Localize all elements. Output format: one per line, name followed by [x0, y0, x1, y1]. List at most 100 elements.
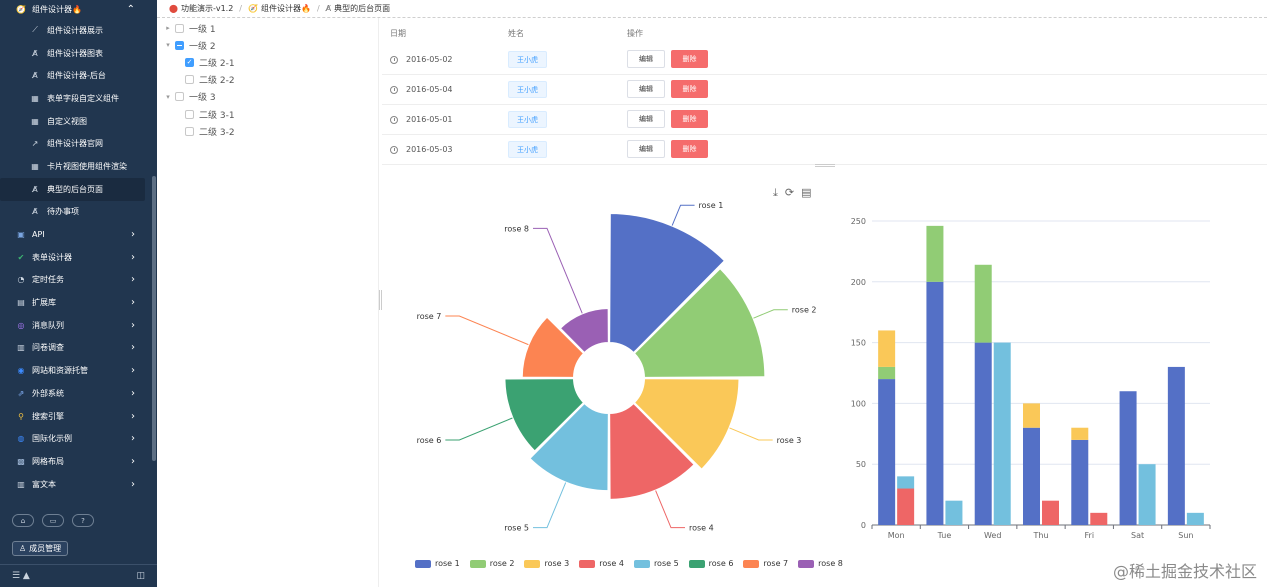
- pie-slice[interactable]: [558, 307, 610, 355]
- member-management-button[interactable]: ♙ 成员管理: [12, 541, 69, 556]
- sidebar-subitem[interactable]: ↗ 组件设计器官网: [0, 132, 157, 155]
- home-icon[interactable]: ⌂: [12, 514, 34, 527]
- tree-checkbox[interactable]: [175, 92, 184, 102]
- tree-node[interactable]: 二级 2-2: [185, 72, 235, 88]
- refresh-icon[interactable]: ⟳: [784, 186, 795, 199]
- sidebar-subitem[interactable]: A̸ 组件设计器-后台: [0, 64, 157, 87]
- sidebar-subitem[interactable]: ▦ 自定义视图: [0, 110, 157, 133]
- tree-checkbox[interactable]: [175, 40, 184, 50]
- edit-button[interactable]: 编辑: [627, 140, 665, 158]
- help-icon[interactable]: ?: [72, 514, 94, 527]
- legend-item[interactable]: rose 6: [688, 559, 733, 568]
- tree-checkbox[interactable]: [175, 23, 184, 33]
- sidebar-scrollbar[interactable]: [152, 176, 156, 461]
- sidebar-group[interactable]: ▣ API ›: [0, 223, 157, 246]
- tree-checkbox[interactable]: [185, 75, 194, 85]
- breadcrumb-item-designer[interactable]: 组件设计器🔥: [260, 4, 311, 13]
- legend-item[interactable]: rose 2: [469, 559, 514, 568]
- menu-icon[interactable]: ☰ ▲: [12, 571, 30, 581]
- collapse-icon[interactable]: ◫: [136, 571, 145, 581]
- sidebar-subitem[interactable]: ▦ 表单字段自定义组件: [0, 87, 157, 110]
- tree-node[interactable]: ▸ 一级 1: [163, 20, 216, 36]
- bar-segment[interactable]: [1138, 464, 1156, 525]
- legend-item[interactable]: rose 5: [633, 559, 679, 568]
- legend-item[interactable]: rose 1: [415, 559, 460, 568]
- sidebar-group[interactable]: ✔ 表单设计器 ›: [0, 246, 157, 269]
- bar-segment[interactable]: [1071, 439, 1089, 525]
- delete-button[interactable]: 删除: [671, 80, 708, 98]
- bar-segment[interactable]: [1023, 427, 1040, 525]
- sidebar-subitem[interactable]: A̸ 典型的后台页面: [0, 177, 145, 201]
- tree-node[interactable]: ▾ 一级 2: [163, 37, 216, 53]
- tree-checkbox[interactable]: [185, 126, 194, 136]
- bar-segment[interactable]: [1071, 427, 1089, 440]
- pie-slice[interactable]: [632, 266, 767, 379]
- bar-segment[interactable]: [1090, 512, 1108, 525]
- tree-checkbox[interactable]: [185, 109, 194, 119]
- sidebar-group[interactable]: ◍ 国际化示例 ›: [0, 427, 157, 450]
- bar-segment[interactable]: [1023, 403, 1040, 428]
- caret-down-icon[interactable]: ▾: [166, 92, 170, 101]
- bar-segment[interactable]: [1119, 391, 1137, 525]
- bar-segment[interactable]: [1042, 500, 1059, 525]
- sidebar-group[interactable]: ▥ 富文本 ›: [0, 473, 157, 496]
- sidebar-subitem[interactable]: ⟋ 组件设计器展示: [0, 19, 157, 42]
- delete-button[interactable]: 删除: [671, 140, 708, 158]
- legend-item[interactable]: rose 3: [524, 559, 569, 568]
- tree-node[interactable]: ✓ 二级 2-1: [185, 54, 235, 70]
- bar-segment[interactable]: [1167, 366, 1185, 525]
- sidebar-group[interactable]: ▩ 网格布局 ›: [0, 450, 157, 473]
- legend-item[interactable]: rose 8: [798, 559, 843, 568]
- tree-node[interactable]: 二级 3-1: [185, 106, 235, 122]
- sidebar-subitem[interactable]: A̸ 组件设计器图表: [0, 42, 157, 65]
- delete-button[interactable]: 删除: [671, 50, 708, 68]
- legend-item[interactable]: rose 7: [743, 559, 788, 568]
- bar-segment[interactable]: [926, 225, 944, 282]
- bar-segment[interactable]: [897, 476, 915, 489]
- bar-segment[interactable]: [926, 281, 944, 525]
- pie-slice[interactable]: [520, 315, 586, 379]
- bar-segment[interactable]: [878, 366, 896, 380]
- vertical-splitter-handle[interactable]: [379, 290, 382, 310]
- sidebar-group[interactable]: ◔ 定时任务 ›: [0, 269, 157, 292]
- bar-segment[interactable]: [897, 488, 915, 525]
- bar-segment[interactable]: [878, 379, 896, 525]
- message-icon[interactable]: ▭: [42, 514, 64, 527]
- sidebar-group[interactable]: ▤ 扩展库 ›: [0, 291, 157, 314]
- sidebar-group[interactable]: ⚲ 搜索引擎 ›: [0, 405, 157, 428]
- sidebar-item-component-designer[interactable]: 🧭 组件设计器🔥 ⌃: [0, 0, 157, 19]
- sidebar-group[interactable]: ⇗ 外部系统 ›: [0, 382, 157, 405]
- sidebar-group[interactable]: ▥ 问卷调查 ›: [0, 337, 157, 360]
- sidebar-group[interactable]: ◉ 网站和资源托管 ›: [0, 359, 157, 382]
- pie-slice[interactable]: [632, 377, 741, 471]
- bar-segment[interactable]: [993, 342, 1011, 525]
- pie-slice[interactable]: [608, 212, 727, 355]
- bar-segment[interactable]: [1186, 512, 1204, 525]
- breadcrumb-item-app[interactable]: 功能演示-v1.2: [180, 4, 234, 13]
- bar-segment[interactable]: [878, 330, 896, 367]
- edit-button[interactable]: 编辑: [627, 110, 665, 128]
- sidebar-group[interactable]: ◎ 消息队列 ›: [0, 314, 157, 337]
- bar-segment[interactable]: [945, 500, 963, 525]
- pie-slice[interactable]: [528, 401, 610, 493]
- download-icon[interactable]: ⤓: [773, 186, 778, 199]
- column-header-name[interactable]: 姓名: [508, 29, 524, 38]
- bar-segment[interactable]: [974, 342, 992, 525]
- caret-right-icon[interactable]: ▸: [166, 24, 170, 32]
- sidebar-subitem[interactable]: ▦ 卡片视图使用组件渲染: [0, 155, 157, 178]
- tree-node[interactable]: 二级 3-2: [185, 123, 235, 139]
- column-header-date[interactable]: 日期: [390, 29, 406, 38]
- edit-button[interactable]: 编辑: [627, 80, 665, 98]
- sidebar-subitem[interactable]: A̸ 待办事项: [0, 201, 157, 224]
- pie-slice[interactable]: [503, 377, 586, 453]
- pie-slice[interactable]: [608, 401, 696, 501]
- legend-item[interactable]: rose 4: [579, 559, 624, 568]
- caret-down-icon[interactable]: ▾: [166, 41, 170, 50]
- data-view-icon[interactable]: ▤: [801, 186, 812, 199]
- tree-checkbox[interactable]: ✓: [185, 57, 194, 67]
- edit-button[interactable]: 编辑: [627, 50, 665, 68]
- bar-segment[interactable]: [974, 264, 992, 343]
- delete-button[interactable]: 删除: [671, 110, 708, 128]
- horizontal-splitter-handle[interactable]: [815, 164, 835, 167]
- tree-node[interactable]: ▾ 一级 3: [163, 89, 216, 105]
